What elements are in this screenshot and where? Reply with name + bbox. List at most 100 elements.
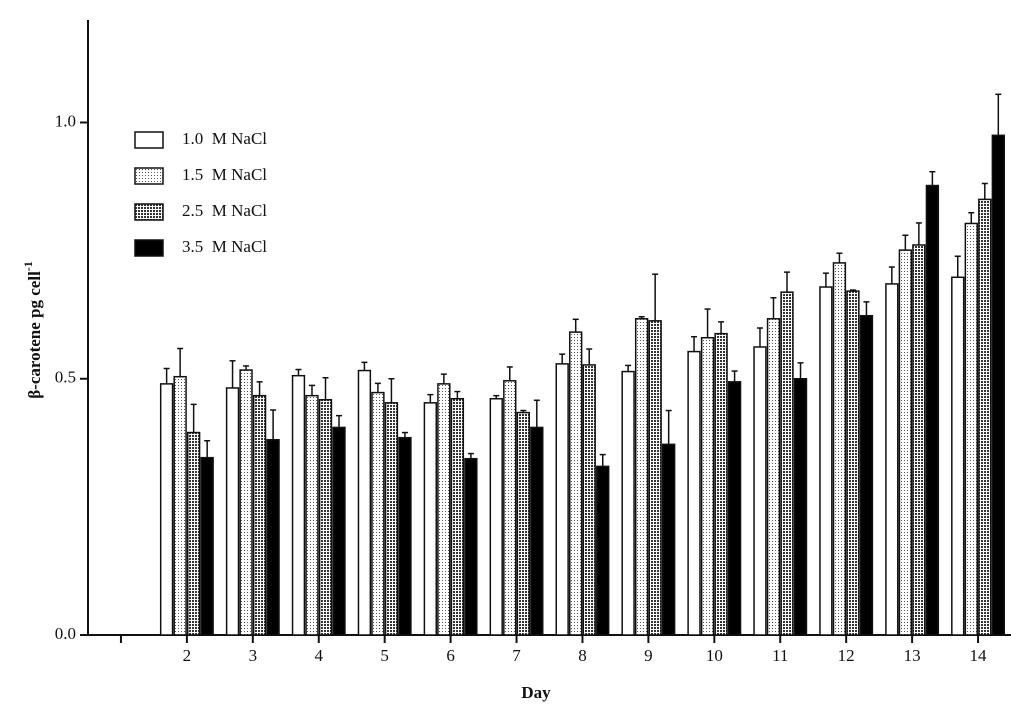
bar (530, 426, 544, 636)
error-bar (652, 273, 659, 321)
x-tick-label: 5 (380, 646, 389, 665)
x-tick-label: 2 (183, 646, 192, 665)
error-bar (336, 414, 343, 428)
x-axis-title: Day (521, 683, 551, 702)
bar (687, 350, 701, 636)
bar (753, 346, 767, 636)
bar (964, 222, 978, 636)
error-bar (981, 182, 988, 200)
error-bar (401, 431, 408, 438)
x-tick-label: 10 (706, 646, 723, 665)
error-bar (295, 368, 302, 376)
bar (634, 318, 649, 636)
legend-swatch (134, 203, 164, 221)
error-bar (836, 252, 843, 263)
legend-label: 2.5 M NaCl (182, 201, 267, 220)
error-bar (888, 266, 895, 284)
x-tick-label: 8 (578, 646, 587, 665)
x-tick-label: 11 (772, 646, 788, 665)
legend-swatch (134, 239, 164, 257)
error-bar (915, 222, 922, 245)
bar (832, 262, 847, 636)
error-bar (204, 440, 211, 458)
error-bar (427, 393, 434, 403)
x-tick-label: 9 (644, 646, 653, 665)
bar (159, 383, 174, 636)
bar (925, 184, 940, 636)
bar (596, 465, 610, 636)
error-bar (243, 365, 250, 371)
bar (661, 443, 676, 636)
error-bar (625, 364, 632, 372)
bar (173, 375, 187, 636)
bar (700, 337, 715, 636)
y-axis-title-sup: -1 (21, 261, 35, 271)
error-bar (968, 211, 975, 224)
legend-label: 3.5 M NaCl (182, 237, 267, 256)
bar (648, 320, 662, 636)
error-bar (322, 376, 329, 400)
bar (398, 436, 412, 636)
legend-swatch (134, 167, 164, 185)
bar (266, 438, 280, 636)
error-bar (784, 271, 791, 293)
error-bar (770, 297, 777, 319)
bar (464, 457, 478, 636)
legend-label: 1.5 M NaCl (182, 165, 267, 184)
error-bar (506, 366, 513, 381)
bar (503, 380, 517, 636)
x-tick-label: 3 (249, 646, 258, 665)
bar (727, 381, 742, 636)
bar (569, 331, 583, 636)
y-axis-title: β-carotene pg cell-1 (21, 261, 44, 399)
bar (318, 399, 333, 636)
y-tick-label: 0.0 (55, 624, 76, 643)
bar (898, 249, 913, 636)
bar (951, 276, 965, 636)
error-bar (731, 370, 738, 382)
bar (200, 456, 214, 636)
bar (978, 198, 992, 636)
bar (384, 402, 399, 636)
y-tick-label: 1.0 (55, 111, 76, 130)
bar (991, 134, 1005, 636)
bar (252, 394, 267, 636)
error-bar (929, 170, 936, 186)
error-bar (559, 353, 566, 364)
error-bar (586, 348, 593, 365)
bar (793, 378, 808, 636)
bar (846, 290, 860, 636)
error-bar (229, 360, 236, 388)
error-bar (902, 234, 909, 251)
error-bar (177, 347, 184, 377)
bar (555, 363, 569, 636)
bar (819, 286, 833, 636)
bar (489, 397, 503, 636)
bar (859, 314, 874, 636)
y-axis-title-main: β-carotene pg cell (25, 271, 44, 399)
bar (239, 369, 253, 636)
bar (332, 426, 346, 636)
bar (225, 387, 240, 636)
error-bar (361, 361, 368, 371)
bar (357, 369, 372, 636)
y-tick-label: 0.5 (55, 368, 76, 387)
bar (714, 332, 728, 636)
bar (423, 402, 438, 636)
bar (885, 283, 899, 636)
bar (305, 394, 319, 636)
error-bar (599, 453, 606, 467)
bar (582, 364, 596, 636)
bar (912, 244, 926, 636)
bar (291, 374, 306, 636)
bar (516, 411, 530, 636)
bar (186, 431, 201, 636)
error-bar (440, 373, 447, 384)
error-bar (756, 327, 763, 347)
error-bar (388, 378, 395, 403)
error-bar (533, 399, 540, 428)
error-bar (467, 452, 474, 459)
bar (437, 383, 451, 636)
legend-label: 1.0 M NaCl (182, 129, 267, 148)
